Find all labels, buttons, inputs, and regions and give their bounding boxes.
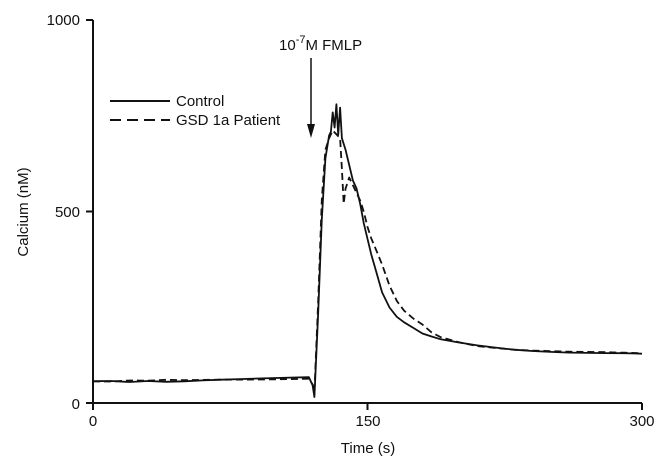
legend: Control GSD 1a Patient [110,93,281,129]
x-tick-label-300: 300 [629,413,654,430]
legend-label-patient: GSD 1a Patient [176,112,281,129]
y-tick-label-500: 500 [55,204,80,221]
y-tick-label-0: 0 [72,396,80,413]
stimulus-annotation: 10-7M FMLP [279,34,362,138]
annotation-label: 10-7M FMLP [279,34,362,54]
x-axis-label: Time (s) [341,440,395,457]
y-axis-label: Calcium (nM) [15,167,32,256]
x-tick-label-0: 0 [89,413,97,430]
axes [86,19,643,410]
x-tick-label-150: 150 [355,413,380,430]
series-line-control [92,103,643,398]
series-lines [92,103,643,398]
legend-label-control: Control [176,93,224,110]
y-tick-label-1000: 1000 [47,12,80,29]
series-line-gsd-1a-patient [92,129,643,393]
annotation-arrow-head [307,124,315,138]
